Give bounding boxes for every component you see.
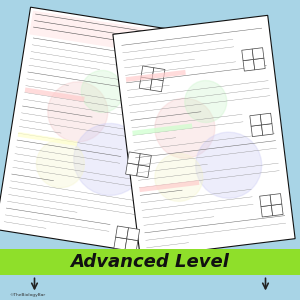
- Polygon shape: [137, 165, 150, 178]
- Polygon shape: [125, 239, 138, 252]
- Polygon shape: [139, 180, 200, 192]
- Polygon shape: [126, 163, 139, 176]
- Polygon shape: [270, 194, 282, 205]
- Polygon shape: [139, 77, 152, 90]
- Circle shape: [155, 153, 203, 201]
- Polygon shape: [251, 125, 263, 136]
- FancyBboxPatch shape: [0, 249, 300, 275]
- Polygon shape: [150, 79, 163, 92]
- Polygon shape: [250, 115, 262, 126]
- Polygon shape: [0, 7, 184, 254]
- Polygon shape: [114, 237, 127, 250]
- Polygon shape: [127, 228, 140, 241]
- Circle shape: [81, 70, 123, 112]
- Circle shape: [185, 80, 227, 122]
- Polygon shape: [116, 226, 128, 239]
- Polygon shape: [243, 59, 255, 71]
- Circle shape: [196, 132, 262, 198]
- Polygon shape: [128, 152, 140, 165]
- Polygon shape: [29, 11, 181, 58]
- Polygon shape: [141, 66, 154, 79]
- Polygon shape: [139, 154, 152, 166]
- Text: ©TheBiologyBar: ©TheBiologyBar: [9, 293, 45, 297]
- Polygon shape: [252, 48, 264, 59]
- Polygon shape: [242, 49, 254, 61]
- Circle shape: [48, 82, 108, 142]
- Polygon shape: [272, 204, 283, 216]
- Polygon shape: [261, 205, 273, 217]
- Polygon shape: [25, 88, 85, 102]
- Polygon shape: [254, 58, 265, 70]
- Circle shape: [74, 123, 146, 195]
- Polygon shape: [113, 15, 295, 258]
- Polygon shape: [132, 124, 192, 136]
- Polygon shape: [126, 70, 186, 82]
- Circle shape: [36, 140, 84, 188]
- Polygon shape: [262, 124, 273, 135]
- Polygon shape: [260, 195, 272, 207]
- Text: Advanced Level: Advanced Level: [70, 253, 230, 271]
- Polygon shape: [18, 132, 78, 146]
- Polygon shape: [260, 113, 272, 125]
- Circle shape: [155, 98, 215, 158]
- Polygon shape: [152, 68, 165, 81]
